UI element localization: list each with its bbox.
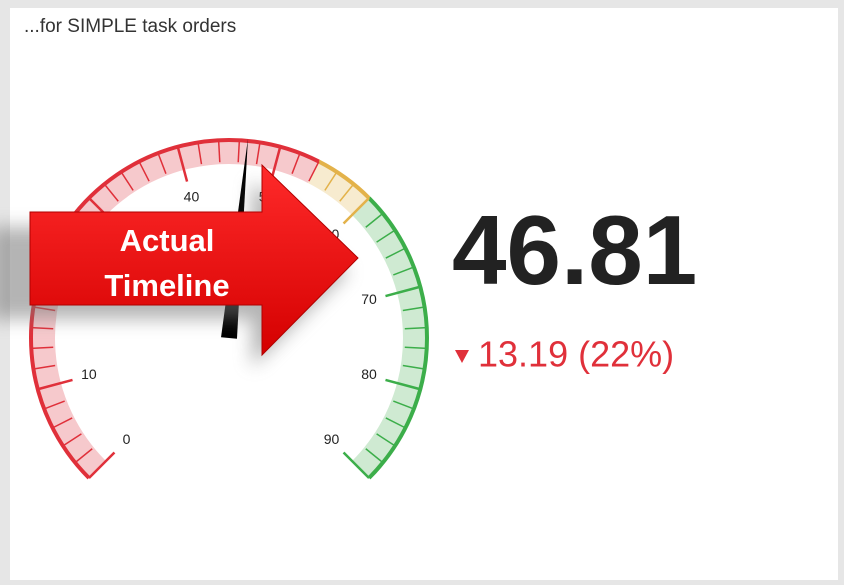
minor-tick [365,212,384,228]
minor-tick [120,171,134,191]
minor-tick [62,433,82,447]
minor-tick [217,140,221,163]
band-fill [351,197,427,479]
major-tick [342,451,370,479]
major-tick [342,197,370,225]
minor-tick [308,161,320,182]
minor-tick [43,400,65,410]
band-fill [307,161,370,216]
tick-label: 70 [361,291,377,307]
minor-tick [402,364,425,370]
minor-tick [103,183,119,202]
minor-tick [339,183,355,202]
tick-label: 40 [184,189,200,205]
minor-tick [31,346,54,350]
band-edge [317,159,371,200]
minor-tick [376,433,396,447]
tick-label: 10 [81,366,97,382]
minor-tick [157,152,167,174]
minor-tick [138,161,150,182]
minor-tick [376,229,396,243]
kpi-value: 46.81 [452,195,697,305]
band-edge [367,196,429,480]
tick-label: 0 [123,431,131,447]
minor-tick [393,266,415,276]
major-tick [37,378,73,391]
minor-tick [404,346,427,350]
minor-tick [237,140,241,163]
major-tick [385,378,421,391]
minor-tick [385,247,406,259]
minor-tick [74,448,93,464]
annotation-text: Actual Timeline [104,223,230,303]
delta-indicator [455,350,469,363]
major-tick [176,146,189,182]
minor-tick [402,306,425,312]
minor-tick [324,171,338,191]
minor-tick [393,400,415,410]
minor-tick [365,448,384,464]
tick-label: 80 [361,366,377,382]
minor-tick [31,326,54,330]
minor-tick [33,364,56,370]
title: ...for SIMPLE task orders [24,16,236,37]
minor-tick [404,326,427,330]
tick-label: 90 [324,431,340,447]
delta-label: 13.19 (22%) [478,334,674,375]
minor-tick [291,152,301,174]
major-tick [385,285,421,298]
minor-tick [385,417,406,429]
minor-tick [52,417,73,429]
minor-tick [197,142,203,165]
minor-tick [255,142,261,165]
annotation-arrow [0,163,359,367]
major-tick [88,451,116,479]
